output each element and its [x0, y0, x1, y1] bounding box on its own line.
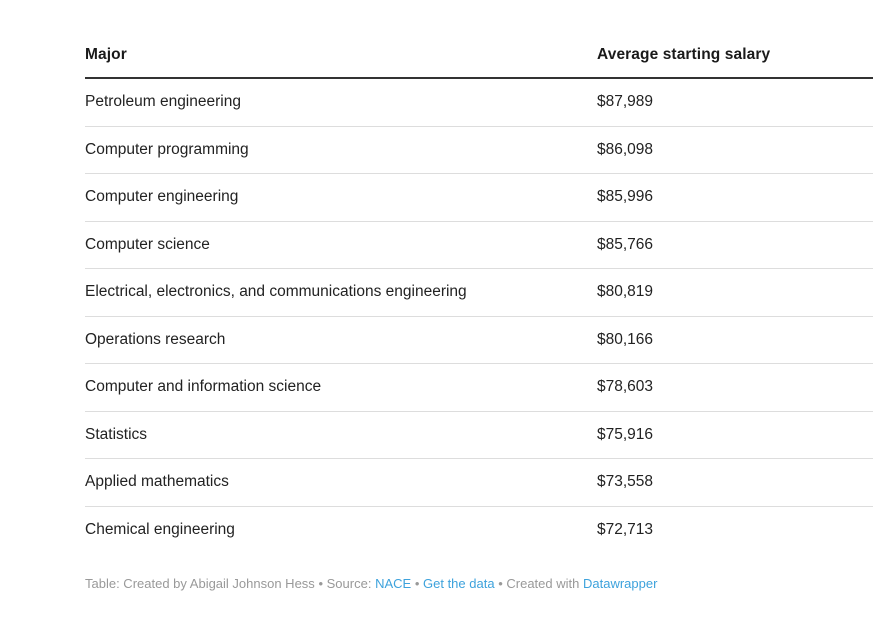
cell-major: Computer and information science [85, 363, 597, 412]
cell-major: Computer programming [85, 126, 597, 174]
table-row: Computer engineering $85,996 [85, 173, 873, 222]
table-credit-text: Table: Created by Abigail Johnson Hess [85, 576, 315, 591]
table-row: Petroleum engineering $87,989 [85, 78, 873, 127]
cell-salary: $80,819 [597, 268, 873, 317]
attribution-footer: Table: Created by Abigail Johnson Hess •… [85, 575, 873, 593]
bullet-separator: • [318, 576, 323, 591]
column-header-major: Major [85, 30, 597, 79]
datawrapper-link[interactable]: Datawrapper [582, 576, 658, 591]
cell-major: Computer science [85, 221, 597, 269]
created-with-label: Created with [506, 576, 580, 591]
table-header: Major Average starting salary [85, 30, 873, 79]
bullet-separator: • [414, 576, 420, 591]
table-row: Computer programming $86,098 [85, 126, 873, 174]
datawrapper-table-widget: Major Average starting salary Petroleum … [85, 30, 873, 593]
table-row: Chemical engineering $72,713 [85, 506, 873, 553]
table-row: Electrical, electronics, and communicati… [85, 268, 873, 317]
cell-major: Operations research [85, 316, 597, 364]
table-body: Petroleum engineering $87,989 Computer p… [85, 78, 873, 553]
table-row: Operations research $80,166 [85, 316, 873, 364]
cell-salary: $85,996 [597, 173, 873, 222]
cell-major: Statistics [85, 411, 597, 459]
salary-table: Major Average starting salary Petroleum … [85, 30, 873, 553]
cell-salary: $73,558 [597, 458, 873, 507]
cell-major: Chemical engineering [85, 520, 235, 538]
header-row: Major Average starting salary [85, 30, 873, 79]
cell-salary: $85,766 [597, 221, 873, 269]
cell-salary: $87,989 [597, 78, 873, 127]
cell-major: Computer engineering [85, 173, 597, 222]
cell-salary: $86,098 [597, 126, 873, 174]
source-label: Source: [326, 576, 372, 591]
bullet-separator: • [498, 576, 503, 591]
cell-salary: $72,713 [597, 520, 654, 538]
get-the-data-link[interactable]: Get the data [423, 576, 495, 591]
table-row: Statistics $75,916 [85, 411, 873, 459]
cell-salary: $80,166 [597, 316, 873, 364]
cell-salary: $78,603 [597, 363, 873, 412]
cell-salary: $75,916 [597, 411, 873, 459]
table-row: Computer and information science $78,603 [85, 363, 873, 412]
cell-major: Petroleum engineering [85, 78, 597, 127]
table-row: Applied mathematics $73,558 [85, 458, 873, 507]
cell-major: Applied mathematics [85, 458, 597, 507]
cell-major: Electrical, electronics, and communicati… [85, 268, 597, 317]
source-link-nace[interactable]: NACE [375, 576, 412, 591]
table-row: Computer science $85,766 [85, 221, 873, 269]
column-header-salary: Average starting salary [597, 30, 873, 79]
